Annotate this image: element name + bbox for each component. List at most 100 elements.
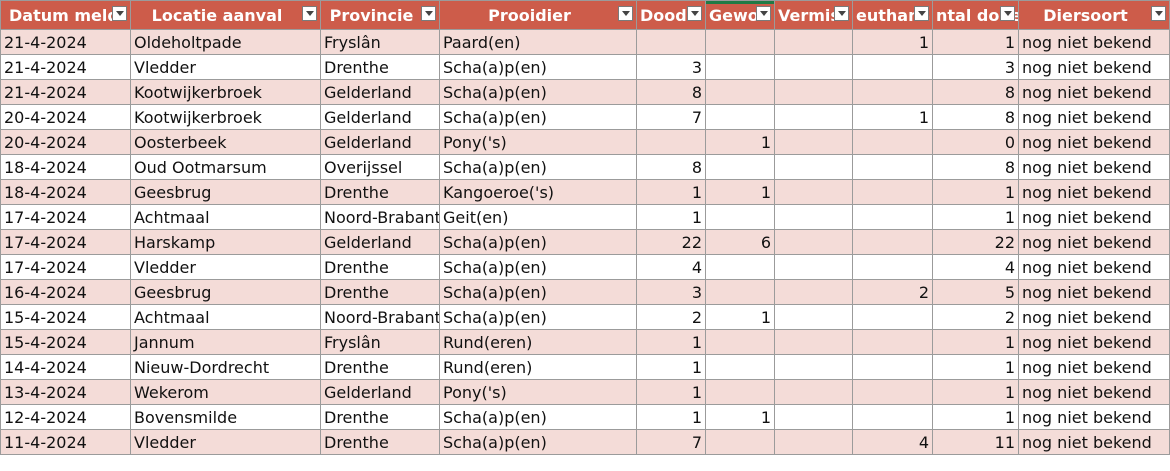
cell-euthanasie[interactable] — [852, 229, 933, 255]
cell-provincie[interactable]: Drenthe — [320, 354, 440, 380]
cell-euthanasie[interactable]: 1 — [852, 29, 933, 55]
table-row[interactable]: 17-4-2024 Achtmaal Noord-Brabant Geit(en) 1 1… — [0, 204, 1170, 230]
dropdown-filter-icon[interactable] — [756, 6, 771, 21]
cell-euthanasie[interactable] — [852, 379, 933, 405]
cell-gewond[interactable] — [705, 254, 775, 280]
cell-locatie[interactable]: Vledder — [130, 54, 321, 80]
column-header-vermist[interactable]: Vermis — [774, 0, 853, 30]
cell-gewond[interactable] — [705, 54, 775, 80]
cell-diersoort[interactable]: nog niet bekend — [1018, 54, 1170, 80]
cell-locatie[interactable]: Geesbrug — [130, 179, 321, 205]
cell-dood[interactable]: 1 — [636, 404, 706, 430]
cell-vermist[interactable] — [774, 179, 853, 205]
table-row[interactable]: 18-4-2024 Geesbrug Drenthe Kangoeroe('s) 1 1 1… — [0, 179, 1170, 205]
column-header-gewond[interactable]: Gewo — [705, 0, 775, 30]
cell-provincie[interactable]: Gelderland — [320, 229, 440, 255]
cell-gewond[interactable]: 1 — [705, 404, 775, 430]
cell-gewond[interactable] — [705, 329, 775, 355]
cell-prooidier[interactable]: Scha(a)p(en) — [439, 54, 637, 80]
cell-prooidier[interactable]: Scha(a)p(en) — [439, 404, 637, 430]
cell-datum[interactable]: 17-4-2024 — [0, 229, 131, 255]
table-row[interactable]: 13-4-2024 Wekerom Gelderland Pony('s) 1 1 nog … — [0, 379, 1170, 405]
cell-locatie[interactable]: Achtmaal — [130, 304, 321, 330]
table-row[interactable]: 16-4-2024 Geesbrug Drenthe Scha(a)p(en) 3 2 5 n… — [0, 279, 1170, 305]
dropdown-filter-icon[interactable] — [687, 6, 702, 21]
cell-datum[interactable]: 20-4-2024 — [0, 104, 131, 130]
cell-gewond[interactable] — [705, 29, 775, 55]
table-row[interactable]: 15-4-2024 Jannum Fryslân Rund(eren) 1 1 nog ni… — [0, 329, 1170, 355]
cell-provincie[interactable]: Drenthe — [320, 254, 440, 280]
cell-prooidier[interactable]: Geit(en) — [439, 204, 637, 230]
dropdown-filter-icon[interactable] — [1000, 6, 1015, 21]
cell-gewond[interactable]: 1 — [705, 129, 775, 155]
cell-provincie[interactable]: Noord-Brabant — [320, 204, 440, 230]
cell-prooidier[interactable]: Scha(a)p(en) — [439, 79, 637, 105]
dropdown-filter-icon[interactable] — [1151, 6, 1166, 21]
cell-vermist[interactable] — [774, 29, 853, 55]
cell-diersoort[interactable]: nog niet bekend — [1018, 229, 1170, 255]
cell-dood[interactable]: 3 — [636, 54, 706, 80]
cell-provincie[interactable]: Drenthe — [320, 54, 440, 80]
cell-locatie[interactable]: Jannum — [130, 329, 321, 355]
table-row[interactable]: 14-4-2024 Nieuw-Dordrecht Drenthe Rund(eren… — [0, 354, 1170, 380]
dropdown-filter-icon[interactable] — [302, 6, 317, 21]
cell-vermist[interactable] — [774, 379, 853, 405]
table-row[interactable]: 17-4-2024 Harskamp Gelderland Scha(a)p(en) 2… — [0, 229, 1170, 255]
cell-prooidier[interactable]: Paard(en) — [439, 29, 637, 55]
cell-vermist[interactable] — [774, 54, 853, 80]
dropdown-filter-icon[interactable] — [618, 6, 633, 21]
table-row[interactable]: 11-4-2024 Vledder Drenthe Scha(a)p(en) 7 4 11 n… — [0, 429, 1170, 455]
cell-aantal_doden[interactable]: 8 — [932, 79, 1019, 105]
cell-provincie[interactable]: Gelderland — [320, 379, 440, 405]
cell-aantal_doden[interactable]: 1 — [932, 29, 1019, 55]
cell-euthanasie[interactable] — [852, 404, 933, 430]
cell-vermist[interactable] — [774, 304, 853, 330]
cell-euthanasie[interactable] — [852, 129, 933, 155]
cell-euthanasie[interactable] — [852, 79, 933, 105]
cell-diersoort[interactable]: nog niet bekend — [1018, 329, 1170, 355]
cell-gewond[interactable] — [705, 379, 775, 405]
column-header-dood[interactable]: Dood — [636, 0, 706, 30]
cell-vermist[interactable] — [774, 154, 853, 180]
column-header-prooidier[interactable]: Prooidier — [439, 0, 637, 30]
cell-prooidier[interactable]: Pony('s) — [439, 129, 637, 155]
table-row[interactable]: 21-4-2024 Oldeholtpade Fryslân Paard(en) 1 1 n… — [0, 29, 1170, 55]
cell-euthanasie[interactable] — [852, 204, 933, 230]
cell-locatie[interactable]: Bovensmilde — [130, 404, 321, 430]
cell-aantal_doden[interactable]: 1 — [932, 354, 1019, 380]
cell-dood[interactable]: 8 — [636, 154, 706, 180]
cell-aantal_doden[interactable]: 1 — [932, 329, 1019, 355]
cell-aantal_doden[interactable]: 1 — [932, 404, 1019, 430]
cell-locatie[interactable]: Vledder — [130, 429, 321, 455]
cell-datum[interactable]: 14-4-2024 — [0, 354, 131, 380]
cell-aantal_doden[interactable]: 11 — [932, 429, 1019, 455]
cell-locatie[interactable]: Geesbrug — [130, 279, 321, 305]
cell-diersoort[interactable]: nog niet bekend — [1018, 79, 1170, 105]
table-row[interactable]: 15-4-2024 Achtmaal Noord-Brabant Scha(a)p(e… — [0, 304, 1170, 330]
cell-vermist[interactable] — [774, 354, 853, 380]
cell-locatie[interactable]: Wekerom — [130, 379, 321, 405]
cell-gewond[interactable] — [705, 79, 775, 105]
table-row[interactable]: 20-4-2024 Oosterbeek Gelderland Pony('s) 1 0 n… — [0, 129, 1170, 155]
cell-aantal_doden[interactable]: 1 — [932, 204, 1019, 230]
cell-locatie[interactable]: Harskamp — [130, 229, 321, 255]
cell-aantal_doden[interactable]: 1 — [932, 179, 1019, 205]
cell-vermist[interactable] — [774, 329, 853, 355]
table-row[interactable]: 17-4-2024 Vledder Drenthe Scha(a)p(en) 4 4 nog… — [0, 254, 1170, 280]
cell-diersoort[interactable]: nog niet bekend — [1018, 429, 1170, 455]
cell-vermist[interactable] — [774, 229, 853, 255]
cell-euthanasie[interactable] — [852, 329, 933, 355]
cell-provincie[interactable]: Drenthe — [320, 429, 440, 455]
cell-dood[interactable]: 4 — [636, 254, 706, 280]
cell-vermist[interactable] — [774, 204, 853, 230]
cell-datum[interactable]: 18-4-2024 — [0, 154, 131, 180]
column-header-aantal_doden[interactable]: ntal dode — [932, 0, 1019, 30]
cell-gewond[interactable] — [705, 204, 775, 230]
table-row[interactable]: 18-4-2024 Oud Ootmarsum Overijssel Scha(a)p… — [0, 154, 1170, 180]
cell-vermist[interactable] — [774, 254, 853, 280]
cell-locatie[interactable]: Achtmaal — [130, 204, 321, 230]
cell-gewond[interactable]: 1 — [705, 304, 775, 330]
cell-euthanasie[interactable] — [852, 179, 933, 205]
cell-diersoort[interactable]: nog niet bekend — [1018, 279, 1170, 305]
cell-gewond[interactable] — [705, 154, 775, 180]
